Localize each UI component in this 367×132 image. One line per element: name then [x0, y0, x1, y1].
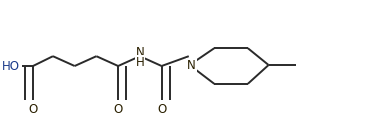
Text: O: O: [157, 103, 166, 116]
Text: N: N: [135, 46, 144, 59]
Text: O: O: [28, 103, 37, 116]
Text: N: N: [187, 58, 196, 72]
Text: H: H: [135, 56, 144, 69]
Text: O: O: [113, 103, 123, 116]
Text: HO: HO: [2, 60, 20, 72]
